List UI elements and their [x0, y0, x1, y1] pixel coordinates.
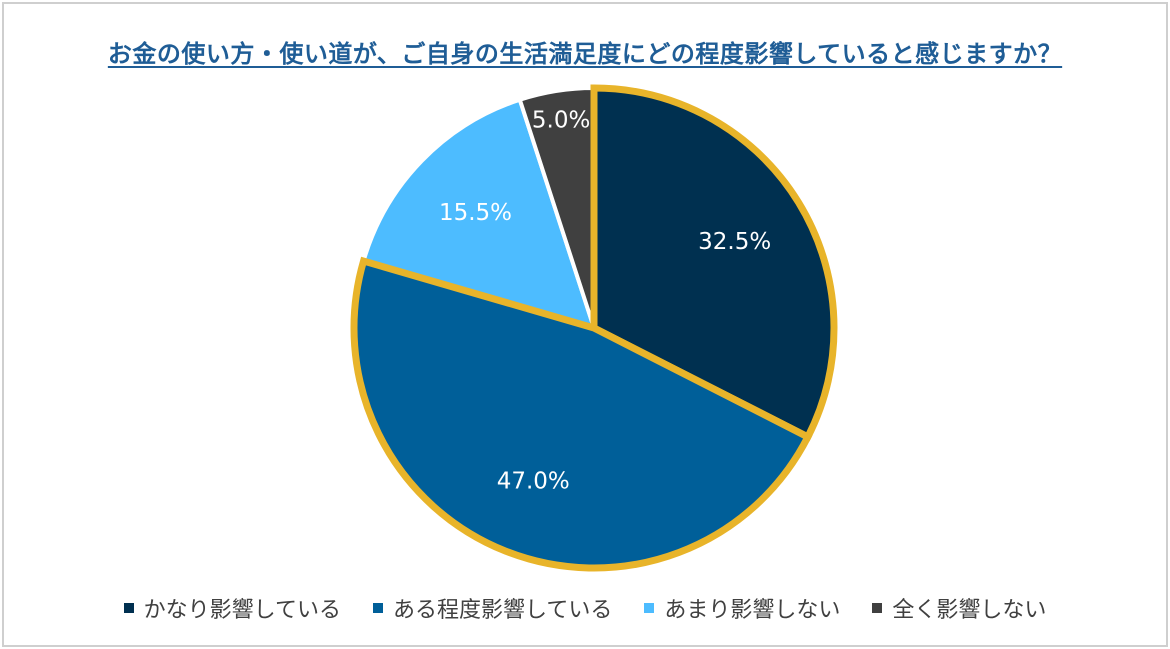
- chart-title: お金の使い方・使い道が、ご自身の生活満足度にどの程度影響していると感じますか？: [107, 40, 1063, 68]
- legend-label-0: かなり影響している: [143, 598, 341, 623]
- legend-item-1: ある程度影響している: [372, 592, 613, 624]
- pie-chart: 32.5% 47.0% 15.5% 5.0%: [350, 84, 838, 572]
- legend-label-2: あまり影響しない: [664, 598, 841, 623]
- legend-swatch-0: [123, 603, 134, 613]
- pie-slice-0: [590, 84, 838, 442]
- legend-swatch-2: [644, 603, 655, 613]
- legend-label-1: ある程度影響している: [392, 598, 613, 623]
- legend-item-0: かなり影響している: [123, 592, 341, 624]
- legend-item-2: あまり影響しない: [644, 592, 840, 624]
- legend-label-3: 全く影響しない: [892, 598, 1047, 623]
- slice-label-1: 47.0%: [497, 468, 570, 494]
- legend-swatch-3: [872, 603, 883, 613]
- legend: かなり影響している ある程度影響している あまり影響しない 全く影響しない: [4, 592, 1166, 624]
- pie-slice-1: [350, 256, 813, 572]
- legend-item-3: 全く影響しない: [872, 592, 1046, 624]
- slice-label-3: 5.0%: [532, 108, 590, 134]
- legend-swatch-1: [372, 603, 383, 613]
- slice-label-0: 32.5%: [698, 229, 771, 255]
- slice-label-2: 15.5%: [439, 200, 512, 226]
